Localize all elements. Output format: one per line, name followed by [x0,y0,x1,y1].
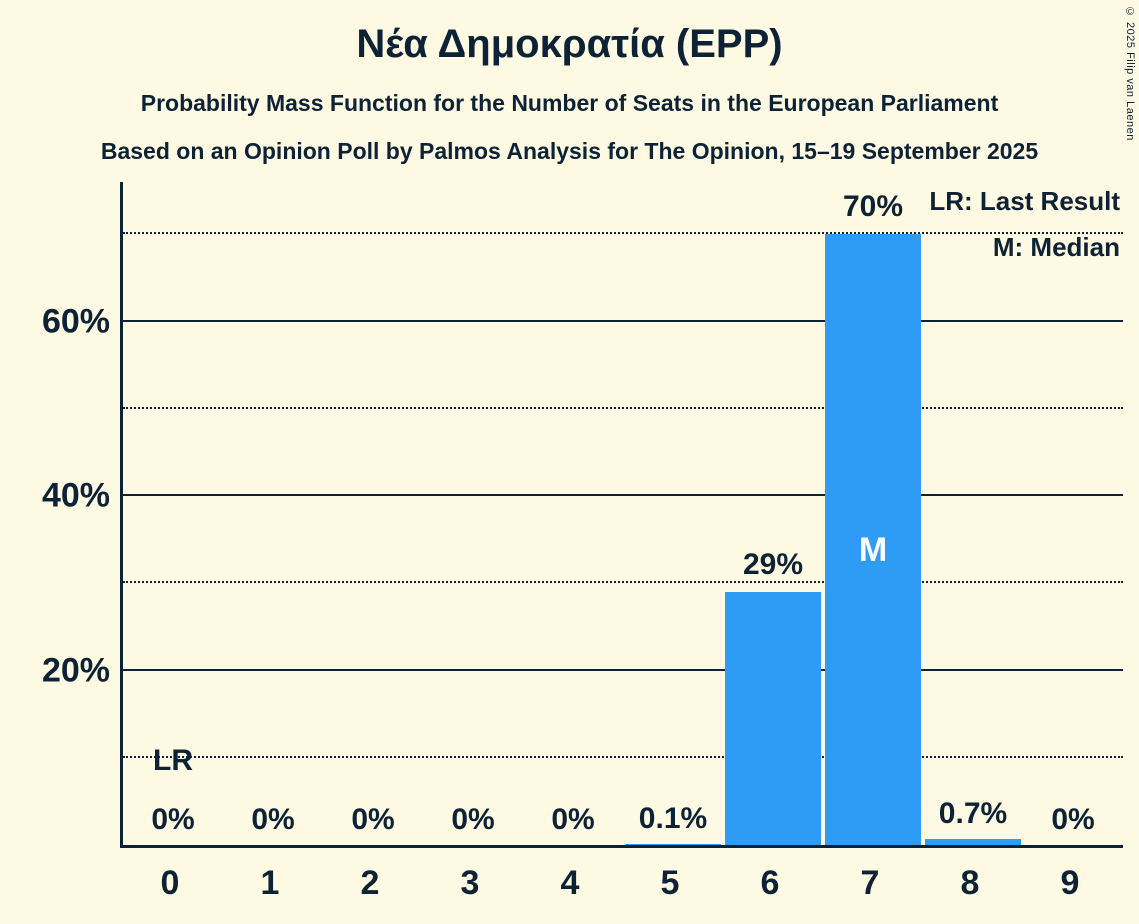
bar-value-label-6: 29% [742,548,804,582]
x-axis-tick-9: 9 [1060,864,1080,902]
x-axis-labels: 0 1 2 3 4 5 6 7 8 9 [120,864,1120,914]
last-result-marker-label: LR [153,743,193,777]
bar-value-label-7: 70% [842,190,904,224]
x-axis-tick-8: 8 [960,864,980,902]
bar-seats-8 [925,838,1021,845]
chart-subtitle-source: Based on an Opinion Poll by Palmos Analy… [100,138,1039,164]
gridline-dotted-50 [123,406,1123,409]
legend-last-result: LR: Last Result [929,186,1120,216]
legend-median: M: Median [992,232,1120,262]
x-axis-tick-3: 3 [460,864,480,902]
y-axis-tick-40: 40% [41,476,110,515]
x-axis-tick-0: 0 [160,864,180,902]
y-axis-labels: 20% 40% 60% [10,182,110,845]
gridline-dotted-30 [123,581,1123,584]
bar-value-label-0: 0% [151,803,195,836]
gridline-solid-20 [123,668,1123,671]
x-axis-tick-5: 5 [660,864,680,902]
y-axis-tick-20: 20% [41,651,110,690]
copyright-note: © 2025 Filip van Laenen [1124,6,1136,141]
bar-value-label-4: 0% [551,803,595,836]
bar-value-label-2: 0% [351,803,395,836]
bar-value-label-1: 0% [251,803,295,836]
x-axis-tick-6: 6 [760,864,780,902]
gridline-solid-40 [123,494,1123,497]
bar-value-label-9: 0% [1051,803,1095,836]
y-axis-tick-60: 60% [41,302,110,341]
chart-title: Νέα Δημοκρατία (EPP) [356,22,783,66]
plot-area: 0% 0% 0% 0% 0% 0.1% 29% 70% 0.7% 0% M LR [120,182,1123,848]
chart-subtitle: Probability Mass Function for the Number… [140,90,999,116]
bar-seats-6 [725,592,821,845]
x-axis-tick-2: 2 [360,864,380,902]
bar-seats-7 [825,234,921,845]
x-axis-tick-4: 4 [560,864,580,902]
bar-value-label-3: 0% [451,803,495,836]
x-axis-tick-1: 1 [260,864,280,902]
gridline-dotted-10 [123,755,1123,758]
bar-seats-5 [625,844,721,845]
gridline-solid-60 [123,319,1123,322]
bar-value-label-8: 0.7% [938,796,1008,830]
gridline-dotted-70 [123,232,1123,235]
median-marker-label: M [858,531,888,570]
chart-legend: LR: Last Result M: Median [929,186,1120,278]
bar-value-label-5: 0.1% [638,802,708,836]
x-axis-tick-7: 7 [860,864,880,902]
